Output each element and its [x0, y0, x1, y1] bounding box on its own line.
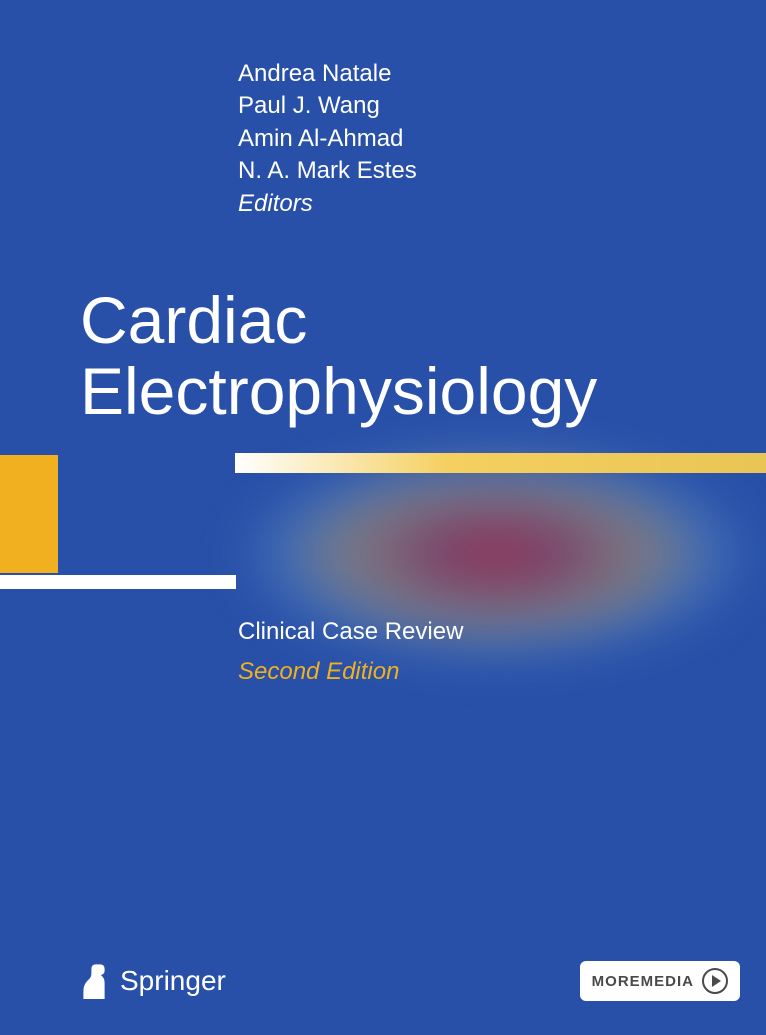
author-name: Andrea Natale	[238, 58, 417, 90]
author-name: Amin Al-Ahmad	[238, 123, 417, 155]
author-block: Andrea Natale Paul J. Wang Amin Al-Ahmad…	[238, 58, 417, 220]
play-icon	[702, 968, 728, 994]
subtitle: Clinical Case Review	[238, 618, 463, 646]
springer-horse-icon	[78, 961, 110, 1001]
publisher-name: Springer	[120, 965, 226, 997]
horizontal-strip-top	[235, 453, 766, 473]
moremedia-badge[interactable]: MOREMEDIA	[580, 961, 740, 1001]
yellow-accent-block	[0, 455, 58, 573]
horizontal-strip-bottom	[0, 575, 236, 589]
editors-label: Editors	[238, 188, 417, 220]
decorative-band	[0, 435, 766, 615]
moremedia-label: MOREMEDIA	[592, 973, 694, 990]
author-name: N. A. Mark Estes	[238, 155, 417, 187]
title-line: Cardiac	[80, 285, 597, 356]
publisher-block: Springer	[78, 961, 226, 1001]
edition-label: Second Edition	[238, 658, 399, 686]
author-name: Paul J. Wang	[238, 90, 417, 122]
